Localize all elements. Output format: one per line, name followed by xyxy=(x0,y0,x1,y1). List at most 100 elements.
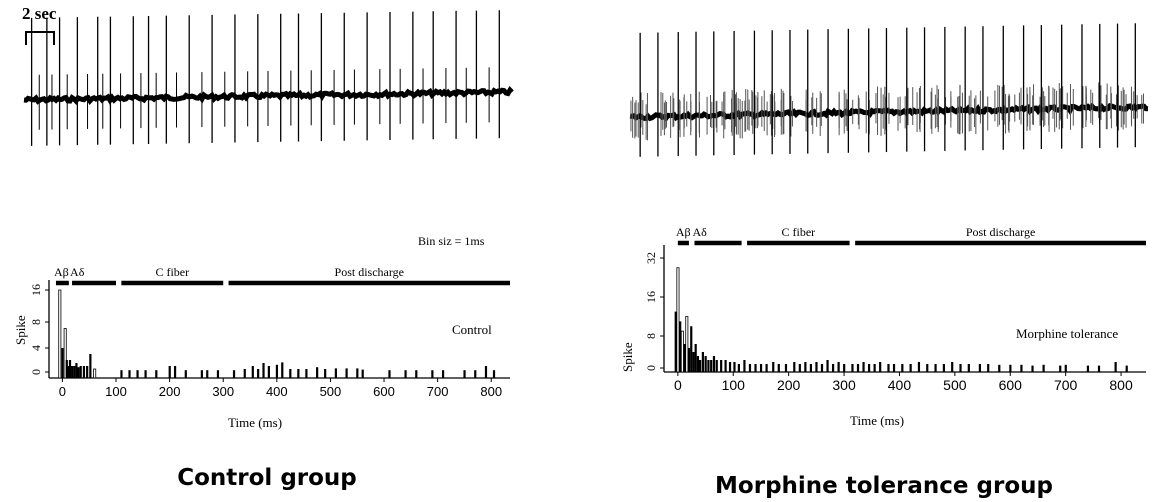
caption-control-group: Control group xyxy=(177,465,357,491)
x-tick-label: 100 xyxy=(722,377,746,393)
psth-bar xyxy=(978,364,981,372)
psth-bar xyxy=(73,366,76,378)
x-tick-label: 300 xyxy=(212,384,234,399)
psth-bar xyxy=(79,366,82,378)
psth-bar xyxy=(345,368,348,378)
psth-bar xyxy=(75,363,78,378)
x-tick-label: 700 xyxy=(1054,377,1078,393)
psth-bar xyxy=(168,366,171,378)
psth-bar xyxy=(843,364,846,372)
psth-bar xyxy=(815,362,818,372)
psth-bar xyxy=(1009,364,1012,372)
psth-bar xyxy=(297,369,300,378)
segment-label: C fiber xyxy=(782,225,816,239)
psth-bar xyxy=(356,368,359,378)
psth-bar xyxy=(737,364,740,372)
psth-bar xyxy=(901,364,904,372)
psth-bar xyxy=(281,362,284,378)
psth-bar xyxy=(361,369,364,378)
psth-bar xyxy=(998,364,1001,372)
psth-bar xyxy=(184,370,187,378)
x-tick-label: 600 xyxy=(373,384,395,399)
y-tick-label: 16 xyxy=(644,291,658,303)
x-tick-label: 400 xyxy=(888,377,912,393)
control-xlabel: Time (ms) xyxy=(228,415,282,430)
psth-bar xyxy=(404,370,407,378)
scale-bar xyxy=(25,31,55,45)
psth-bar xyxy=(707,360,710,372)
psth-bar xyxy=(909,364,912,372)
psth-bar xyxy=(63,328,67,379)
psth-bar xyxy=(1086,365,1090,372)
x-tick-label: 800 xyxy=(480,384,502,399)
control-ylabel: Spike xyxy=(13,315,28,345)
psth-bar xyxy=(879,362,882,372)
control-trace xyxy=(23,10,514,146)
morphine-ylabel: Spike xyxy=(620,342,635,372)
psth-bar xyxy=(251,366,254,378)
morphine-panel-label: Morphine tolerance xyxy=(1016,326,1118,341)
psth-bar xyxy=(798,364,801,372)
control-psth-panel: Bin siz = 1ms Control Spike Time (ms) 0 1… xyxy=(13,234,510,430)
control-trace-panel: 2 sec xyxy=(22,4,514,146)
psth-bar xyxy=(809,364,813,372)
psth-bar xyxy=(93,368,97,379)
psth-bar xyxy=(431,370,434,378)
psth-bar xyxy=(959,364,962,372)
bin-size-annotation: Bin siz = 1ms xyxy=(418,234,485,248)
x-tick-label: 600 xyxy=(999,377,1023,393)
psth-bar xyxy=(724,360,727,372)
y-tick-label: 0 xyxy=(644,365,658,371)
y-tick-label: 32 xyxy=(644,252,658,264)
psth-bar xyxy=(942,364,945,372)
psth-bar xyxy=(987,364,990,372)
psth-bar xyxy=(754,364,757,372)
psth-bar xyxy=(704,356,707,372)
x-tick-label: 500 xyxy=(943,377,967,393)
psth-bar xyxy=(82,366,86,378)
segment-label: Aβ xyxy=(54,265,69,279)
psth-bar xyxy=(463,370,466,378)
psth-bar xyxy=(934,364,937,372)
psth-bar xyxy=(826,360,829,372)
psth-bar xyxy=(867,364,871,372)
morphine-trace-panel xyxy=(629,23,1149,157)
morphine-trace xyxy=(629,23,1149,157)
psth-bar xyxy=(820,364,824,372)
psth-bar xyxy=(701,352,704,372)
psth-bar xyxy=(492,370,496,378)
psth-bar xyxy=(690,326,693,372)
psth-bar xyxy=(1125,365,1128,372)
x-tick-label: 400 xyxy=(266,384,288,399)
psth-bar xyxy=(1042,364,1045,372)
psth-bar xyxy=(748,364,752,372)
y-tick-label: 8 xyxy=(644,333,658,339)
psth-bar xyxy=(733,362,736,372)
psth-bar xyxy=(862,362,865,372)
psth-bar xyxy=(155,370,158,378)
x-tick-label: 0 xyxy=(674,377,682,393)
psth-bar xyxy=(216,370,220,378)
psth-bar xyxy=(687,348,691,372)
psth-bar xyxy=(415,370,418,378)
psth-bar xyxy=(144,370,147,378)
psth-bar xyxy=(892,364,896,372)
morphine-psth-panel: Morphine tolerance Spike Time (ms) 0 100 2… xyxy=(620,225,1146,428)
psth-bar xyxy=(484,366,488,378)
x-tick-label: 800 xyxy=(1109,377,1133,393)
psth-bar xyxy=(89,354,92,378)
x-tick-label: 300 xyxy=(832,377,856,393)
x-tick-label: 100 xyxy=(105,384,127,399)
psth-bar xyxy=(275,364,279,378)
psth-bar xyxy=(685,316,689,373)
psth-bar xyxy=(699,360,702,372)
segment-label: Post discharge xyxy=(966,225,1035,239)
psth-bar xyxy=(305,369,308,378)
psth-bar xyxy=(206,370,209,378)
segment-label: Aδ xyxy=(70,265,85,279)
psth-bar xyxy=(257,369,260,378)
psth-bar xyxy=(793,362,796,372)
psth-bar xyxy=(784,364,788,372)
psth-bar xyxy=(804,362,807,372)
